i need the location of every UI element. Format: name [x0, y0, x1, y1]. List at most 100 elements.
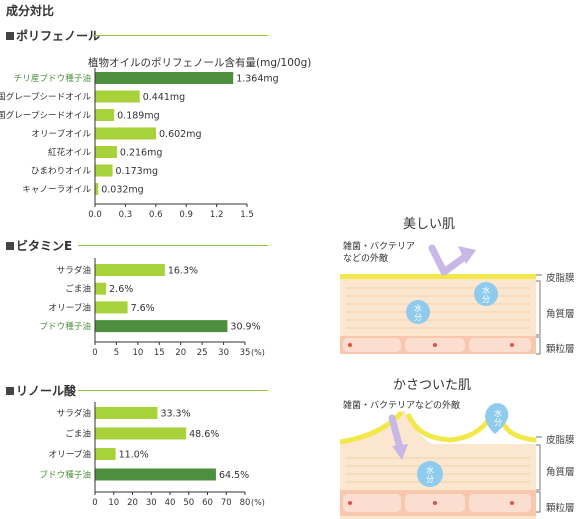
value-label: 0.032mg — [101, 185, 143, 196]
tick-label: 5 — [114, 348, 119, 358]
tick-label: 35 — [240, 348, 251, 358]
square-bullet-icon — [6, 242, 14, 250]
dry-skin-title: かさついた肌 — [393, 378, 472, 393]
category-label: オリーブオイル — [31, 128, 91, 140]
category-label: サラダ油 — [57, 407, 91, 419]
tick-label: 15 — [154, 348, 165, 358]
category-label: ブドウ種子油 — [39, 320, 91, 332]
water-label: 水分 — [414, 303, 422, 322]
unit-label: (%) — [251, 498, 265, 507]
healthy-skin-diagram: 水分 水分 — [340, 244, 536, 354]
square-bullet-icon — [6, 387, 14, 395]
bar — [95, 164, 113, 177]
bar — [95, 320, 228, 333]
tick-label: 80 — [240, 498, 251, 508]
category-label: ひまわりオイル — [31, 166, 92, 177]
bar — [95, 146, 117, 158]
tick-label: 0.0 — [88, 210, 102, 220]
tick-label: 70 — [221, 498, 232, 508]
layer-label-granular: 顆粒層 — [546, 503, 575, 514]
healthy-skin-title: 美しい肌 — [403, 217, 456, 232]
layer-brackets — [536, 436, 542, 513]
layer-label-sebum: 皮脂膜 — [546, 273, 575, 284]
chart-linoleic-acid: サラダ油 33.3% ごま油 48.6% オリーブ油 11.0% ブドウ種子油 64.5% 0 1… — [39, 402, 265, 508]
unit-label: (%) — [251, 348, 265, 357]
layer-label-stratum-corneum: 角質層 — [546, 467, 575, 478]
water-label: 水分 — [426, 465, 434, 484]
section-divider — [92, 35, 268, 36]
bar — [95, 90, 140, 103]
deflected-arrow-icon — [428, 244, 470, 276]
tick-label: 10 — [108, 498, 119, 508]
tick-label: 10 — [132, 348, 143, 358]
value-label: 2.6% — [109, 284, 133, 295]
water-droplet-icon — [474, 282, 498, 306]
sebum-film-layer — [340, 274, 536, 279]
tick-label: 20 — [175, 348, 186, 358]
bar — [95, 72, 234, 84]
value-label: 11.0% — [119, 450, 149, 461]
tick-label: 0 — [92, 348, 97, 358]
dry-skin-diagram: 水分 水分 — [340, 403, 536, 519]
section-divider — [78, 390, 268, 391]
bar — [95, 427, 187, 440]
value-label: 48.6% — [189, 429, 219, 440]
bar — [95, 407, 158, 419]
chart-vitamin-e: サラダ油 16.3% ごま油 2.6% オリーブ油 7.6% ブドウ種子油 30.9% 0 5 10… — [39, 258, 265, 358]
tick-label: 0 — [92, 498, 97, 508]
water-droplet-icon — [417, 461, 443, 487]
section-heading-linoleic-acid: リノール酸 — [6, 382, 76, 399]
bar — [95, 183, 99, 195]
tick-label: 20 — [127, 498, 138, 508]
threat-label: 雑菌・バクテリア などの外敵 — [343, 241, 415, 265]
category-label: B国グレープシードオイル — [0, 109, 91, 121]
bar — [95, 301, 128, 314]
tick-label: 40 — [165, 498, 176, 508]
value-label: 33.3% — [160, 409, 190, 420]
tick-label: 30 — [146, 498, 157, 508]
layer-label-sebum: 皮脂膜 — [546, 435, 575, 446]
category-label: オリーブ油 — [49, 301, 91, 313]
category-label: ブドウ種子油 — [39, 469, 91, 481]
water-droplet-icon — [406, 300, 430, 324]
section-heading-text: リノール酸 — [16, 384, 77, 398]
value-label: 1.364mg — [236, 74, 278, 85]
stratum-corneum-layer — [340, 278, 536, 336]
bar — [95, 282, 107, 295]
value-label: 64.5% — [219, 470, 249, 481]
threat-label-line: 雑菌・バクテリア — [343, 242, 416, 252]
tick-label: 25 — [197, 348, 208, 358]
water-label: 水分 — [482, 285, 490, 304]
category-label: サラダ油 — [57, 264, 91, 276]
value-label: 16.3% — [168, 266, 198, 277]
square-bullet-icon — [6, 32, 14, 40]
section-heading-polyphenol: ポリフェノール — [6, 27, 100, 44]
category-label: キャノーラオイル — [22, 184, 91, 195]
layer-label-stratum-corneum: 角質層 — [546, 309, 575, 320]
value-label: 0.173mg — [116, 166, 158, 177]
category-label: ごま油 — [65, 428, 91, 440]
value-label: 0.189mg — [117, 111, 159, 122]
layer-label-granular: 顆粒層 — [546, 344, 575, 355]
bar — [95, 448, 116, 460]
section-heading-vitamin-e: ビタミンE — [6, 237, 72, 254]
cell-nucleus-dots — [348, 343, 514, 347]
threat-label: 雑菌・バクテリアなどの外敵 — [343, 401, 461, 411]
value-label: 7.6% — [131, 303, 155, 314]
category-label: チリ産ブドウ種子油 — [14, 72, 91, 84]
water-droplet-icon — [485, 403, 509, 434]
category-label: 紅花オイル — [48, 146, 91, 158]
category-label: ごま油 — [65, 283, 91, 295]
category-label: オリーブ油 — [49, 448, 91, 460]
bar — [95, 468, 216, 481]
page-title: 成分対比 — [6, 4, 55, 18]
chart-title: 植物オイルのポリフェノール含有量(mg/100g) — [88, 57, 312, 69]
penetrating-arrow-icon — [388, 414, 404, 452]
tick-label: 0.6 — [149, 210, 163, 220]
tick-label: 60 — [202, 498, 213, 508]
bar — [95, 109, 115, 121]
horny-cell-lines — [346, 287, 530, 329]
cell-nucleus-dots — [348, 501, 514, 505]
tick-label: 1.5 — [240, 210, 254, 220]
chart-polyphenol: チリ産ブドウ種子油 1.364mg A国グレープシードオイル 0.441mg B国グレー… — [0, 68, 279, 220]
